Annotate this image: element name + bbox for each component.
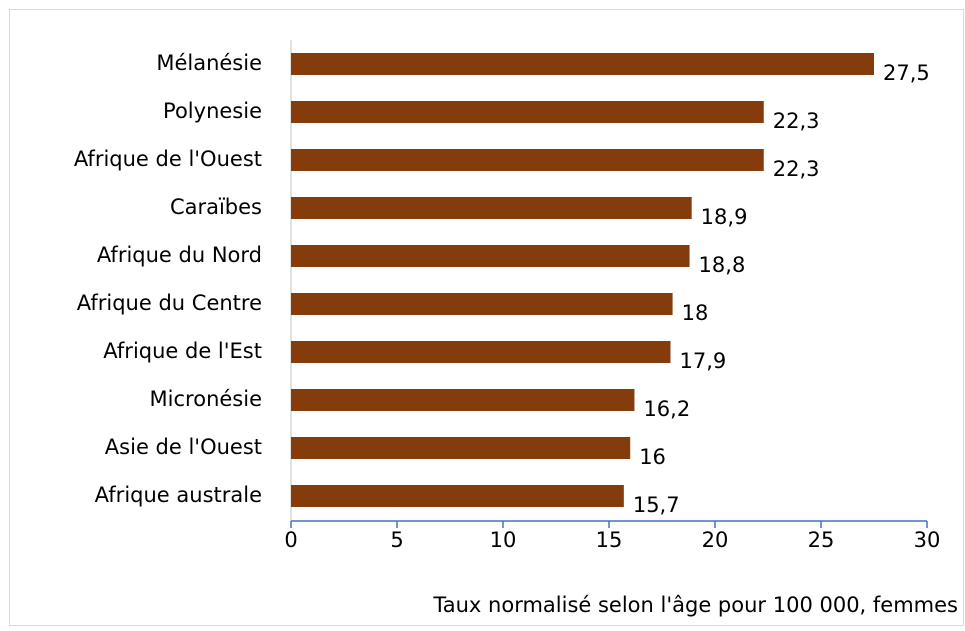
- x-axis-label: Taux normalisé selon l'âge pour 100 000,…: [432, 593, 958, 617]
- bar: [291, 197, 692, 219]
- value-label: 17,9: [679, 349, 726, 373]
- x-tick-label: 10: [490, 528, 517, 552]
- x-tick-label: 0: [284, 528, 297, 552]
- x-tick-label: 30: [914, 528, 941, 552]
- y-tick-label: Caraïbes: [170, 195, 262, 219]
- value-label: 22,3: [773, 109, 820, 133]
- bar: [291, 245, 690, 267]
- value-label: 16: [639, 445, 666, 469]
- y-tick-label: Afrique du Centre: [77, 291, 262, 315]
- bar: [291, 341, 671, 363]
- value-label: 27,5: [883, 61, 930, 85]
- y-tick-label: Afrique du Nord: [97, 243, 262, 267]
- bar: [291, 485, 624, 507]
- y-tick-label: Micronésie: [150, 387, 262, 411]
- x-tick-label: 5: [390, 528, 403, 552]
- value-label: 18,8: [699, 253, 746, 277]
- value-label: 18: [682, 301, 709, 325]
- bar: [291, 293, 673, 315]
- bar: [291, 437, 631, 459]
- bar: [291, 389, 635, 411]
- value-label: 16,2: [643, 397, 690, 421]
- y-tick-label: Asie de l'Ouest: [105, 435, 262, 459]
- bar: [291, 53, 874, 75]
- x-tick-label: 25: [808, 528, 835, 552]
- y-tick-label: Mélanésie: [156, 51, 262, 75]
- x-tick-label: 20: [702, 528, 729, 552]
- y-tick-label: Afrique australe: [95, 483, 262, 507]
- value-label: 15,7: [633, 493, 680, 517]
- x-tick-label: 15: [596, 528, 623, 552]
- value-label: 18,9: [701, 205, 748, 229]
- bar: [291, 149, 764, 171]
- y-tick-label: Afrique de l'Ouest: [74, 147, 262, 171]
- bar: [291, 101, 764, 123]
- value-label: 22,3: [773, 157, 820, 181]
- y-tick-label: Polynesie: [163, 99, 262, 123]
- y-tick-label: Afrique de l'Est: [103, 339, 262, 363]
